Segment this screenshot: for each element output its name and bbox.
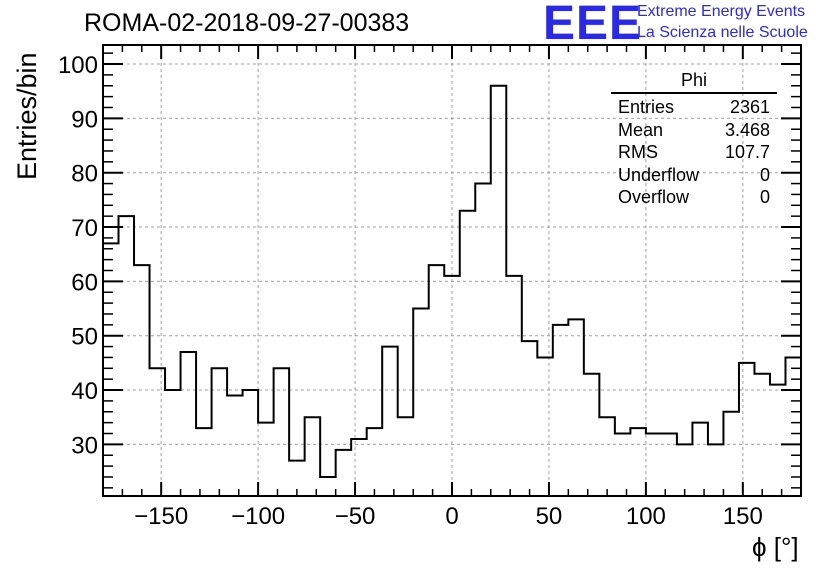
x-axis-label: ϕ [°]: [752, 532, 799, 562]
histogram-bin: [367, 428, 383, 496]
histogram-bin: [165, 390, 181, 496]
histogram-outline: [103, 84, 801, 478]
histogram-bin: [475, 184, 491, 496]
histogram-bin: [243, 390, 259, 496]
stats-row-overflow: Overflow 0: [611, 186, 777, 209]
histogram-bin: [537, 357, 553, 496]
x-tick-label: 150: [723, 503, 763, 530]
histogram-bin: [444, 276, 460, 496]
logo-tagline-2: La Scienza nelle Scuole: [637, 24, 808, 41]
x-tick-label: 0: [445, 503, 458, 530]
x-tick-label: −50: [335, 503, 376, 530]
histogram-bin: [708, 444, 724, 496]
y-tick-label: 100: [58, 52, 98, 79]
y-tick-label: 30: [71, 432, 98, 459]
histogram-bin: [754, 374, 770, 496]
histogram-bin: [630, 428, 646, 496]
x-tick-label: −150: [134, 503, 188, 530]
histogram-bin: [460, 211, 476, 496]
stats-row-underflow: Underflow 0: [611, 164, 777, 187]
histogram-bin: [429, 265, 445, 496]
stats-label: RMS: [618, 142, 658, 162]
x-tick-label: −100: [231, 503, 285, 530]
histogram-bin: [584, 374, 600, 496]
y-tick-label: 50: [71, 324, 98, 351]
histogram-bin: [351, 439, 367, 496]
histogram-bin: [336, 450, 352, 496]
histogram-bin: [661, 434, 677, 496]
stats-row-entries: Entries 2361: [611, 96, 777, 119]
y-tick-label: 80: [71, 161, 98, 188]
histogram-bin: [398, 417, 414, 496]
histogram-bin: [134, 265, 150, 496]
stats-box: Phi Entries 2361 Mean 3.468 RMS 107.7 Un…: [611, 70, 777, 209]
histogram-bin: [599, 417, 615, 496]
histogram-bin: [553, 325, 569, 496]
histogram-bin: [119, 216, 135, 496]
stats-value: 0: [759, 164, 770, 185]
histogram-bin: [382, 347, 398, 496]
stats-value: 107.7: [724, 142, 770, 162]
histogram-bin: [770, 385, 786, 496]
stats-label: Entries: [618, 97, 675, 117]
histogram-bin: [181, 352, 197, 496]
y-tick-label: 70: [71, 215, 98, 242]
stats-label: Overflow: [618, 187, 690, 207]
axis-ticks: [102, 45, 802, 496]
y-tick-label: 90: [71, 106, 98, 133]
histogram-bin: [491, 86, 507, 496]
histogram-bin: [646, 434, 662, 496]
stats-value: 0: [759, 187, 770, 207]
histogram-bin: [739, 363, 755, 496]
histogram-bin: [274, 368, 290, 496]
histogram-bin: [506, 276, 522, 496]
eee-logo: EEE: [543, 0, 643, 50]
stats-value: 3.468: [724, 119, 770, 140]
histogram-bin: [305, 417, 321, 496]
histogram-bin: [692, 423, 708, 496]
histogram-bin: [258, 423, 274, 496]
stats-row-rms: RMS 107.7: [611, 141, 777, 164]
chart-title: ROMA-02-2018-09-27-00383: [84, 9, 410, 37]
stats-label: Underflow: [618, 164, 700, 185]
histogram-bin: [522, 341, 538, 496]
stats-value: 2361: [729, 97, 770, 117]
histogram-bin: [677, 444, 693, 496]
x-tick-label: 50: [536, 503, 563, 530]
histogram-bin: [723, 412, 739, 496]
histogram-bin: [413, 309, 429, 496]
histogram-bin: [196, 428, 212, 496]
y-tick-label: 60: [71, 269, 98, 296]
histogram-bin: [568, 319, 584, 496]
histogram-bin: [615, 434, 631, 496]
histogram-bin: [212, 368, 228, 496]
stats-row-mean: Mean 3.468: [611, 119, 777, 142]
grid-lines: [103, 45, 801, 496]
histogram-bin: [785, 357, 801, 496]
y-tick-label: 40: [71, 378, 98, 405]
x-tick-labels: −150 −100 −50 0 50 100 150: [134, 503, 763, 530]
histogram-bin: [150, 368, 166, 496]
logo-tagline-1: Extreme Energy Events: [637, 3, 806, 20]
stats-label: Mean: [618, 119, 664, 140]
histogram-bin: [227, 395, 243, 496]
x-tick-label: 100: [626, 503, 666, 530]
histogram-bin: [320, 477, 336, 496]
y-tick-labels: 30 40 50 60 70 80 90 100: [58, 52, 98, 459]
stats-title: Phi: [611, 70, 777, 94]
